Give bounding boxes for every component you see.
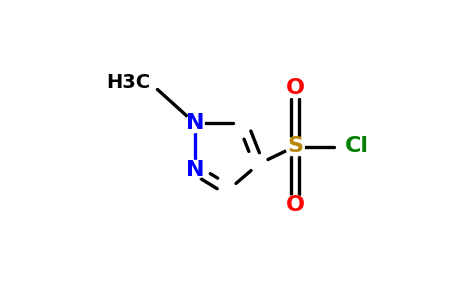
Text: O: O [285, 79, 304, 98]
Circle shape [286, 195, 304, 214]
Circle shape [286, 79, 304, 98]
Circle shape [186, 114, 204, 132]
Text: H3C: H3C [106, 73, 150, 92]
Circle shape [186, 161, 204, 179]
Text: N: N [186, 113, 204, 133]
Text: S: S [287, 137, 303, 156]
Text: N: N [186, 160, 204, 180]
Circle shape [286, 137, 304, 156]
Text: Cl: Cl [345, 137, 368, 156]
Text: O: O [285, 195, 304, 214]
